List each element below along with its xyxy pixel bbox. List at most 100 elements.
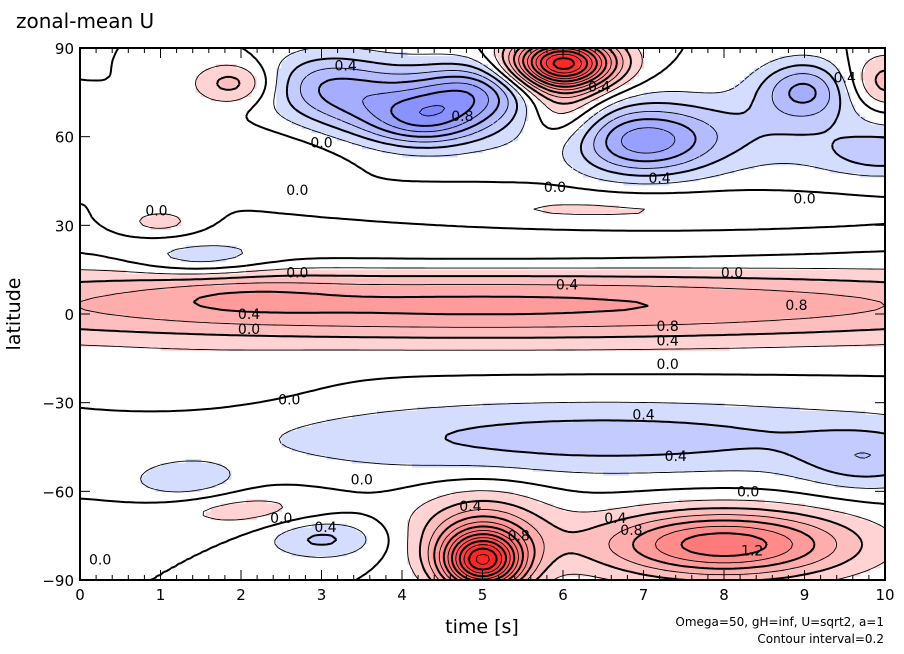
contour-fill-cell xyxy=(281,297,287,303)
contour-fill-cell xyxy=(437,84,443,89)
contour-fill-cell xyxy=(718,289,725,295)
contour-fill-cell xyxy=(442,281,448,287)
contour-fill-cell xyxy=(608,269,614,275)
contour-fill-cell xyxy=(839,120,846,126)
contour-fill-cell xyxy=(462,128,469,134)
contour-fill-cell xyxy=(542,301,549,307)
contour-fill-cell xyxy=(291,52,297,57)
contour-fill-cell xyxy=(869,301,876,307)
contour-fill-cell xyxy=(573,132,579,138)
contour-fill-cell xyxy=(804,269,811,275)
contour-fill-cell xyxy=(386,108,393,114)
contour-fill-cell xyxy=(613,112,619,118)
contour-fill-cell xyxy=(633,60,640,65)
contour-fill-cell xyxy=(301,269,308,275)
contour-fill-cell xyxy=(653,269,660,275)
contour-fill-cell xyxy=(85,305,91,311)
contour-fill-cell xyxy=(749,84,755,89)
contour-fill-cell xyxy=(819,273,826,279)
contour-fill-cell xyxy=(718,92,725,97)
contour-fill-cell xyxy=(331,120,338,126)
contour-fill-cell xyxy=(804,104,811,110)
contour-fill-cell xyxy=(457,285,463,291)
contour-fill-cell xyxy=(487,314,494,319)
contour-fill-cell xyxy=(407,104,413,110)
contour-fill-cell xyxy=(844,104,851,110)
contour-fill-cell xyxy=(588,277,594,283)
contour-fill-cell xyxy=(573,297,579,303)
contour-fill-cell xyxy=(472,116,479,122)
contour-fill-cell xyxy=(537,76,544,81)
contour-fill-cell xyxy=(578,168,584,174)
contour-fill-cell xyxy=(497,297,504,303)
contour-fill-cell xyxy=(809,100,816,106)
contour-fill-cell xyxy=(230,309,237,315)
contour-fill-cell xyxy=(336,297,343,303)
contour-fill-cell xyxy=(412,88,418,93)
contour-fill-cell xyxy=(542,305,549,311)
contour-fill-cell xyxy=(547,289,554,295)
contour-fill-cell xyxy=(628,269,635,275)
contour-fill-cell xyxy=(834,148,841,154)
contour-fill-cell xyxy=(296,108,302,114)
contour-fill-cell xyxy=(799,285,806,291)
contour-fill-cell xyxy=(316,48,323,53)
contour-fill-cell xyxy=(633,289,640,295)
contour-fill-cell xyxy=(779,136,785,142)
contour-fill-cell xyxy=(210,281,217,287)
contour-fill-cell xyxy=(794,68,801,73)
contour-fill-cell xyxy=(351,136,358,142)
contour-fill-cell xyxy=(386,88,393,93)
contour-fill-cell xyxy=(351,104,358,110)
contour-fill-cell xyxy=(90,277,96,283)
contour-fill-cell xyxy=(542,309,549,315)
contour-fill-cell xyxy=(588,205,594,210)
contour-fill-cell xyxy=(809,152,816,158)
contour-fill-cell xyxy=(507,277,514,283)
contour-fill-cell xyxy=(718,309,725,315)
contour-fill-cell xyxy=(276,88,282,93)
contour-fill-cell xyxy=(241,88,247,93)
contour-fill-cell xyxy=(578,128,584,134)
contour-fill-cell xyxy=(849,301,856,307)
contour-fill-cell xyxy=(698,293,705,299)
contour-fill-cell xyxy=(386,60,393,65)
contour-fill-cell xyxy=(281,84,287,89)
contour-fill-cell xyxy=(356,64,363,69)
contour-fill-cell xyxy=(718,136,725,142)
contour-fill-cell xyxy=(417,124,423,130)
contour-fill-cell xyxy=(507,108,514,114)
contour-fill-cell xyxy=(759,314,765,319)
contour-fill-cell xyxy=(563,209,569,214)
contour-fill-cell xyxy=(799,108,806,114)
contour-fill-cell xyxy=(824,318,831,323)
contour-fill-cell xyxy=(552,104,559,110)
contour-fill-cell xyxy=(326,76,333,81)
contour-fill-cell xyxy=(301,52,308,57)
contour-fill-cell xyxy=(442,297,448,303)
contour-fill-cell xyxy=(618,48,624,53)
contour-fill-cell xyxy=(326,88,333,93)
contour-fill-cell xyxy=(361,48,368,53)
contour-fill-cell xyxy=(517,60,524,65)
contour-fill-cell xyxy=(341,72,348,77)
contour-fill-cell xyxy=(512,72,519,77)
contour-fill-cell xyxy=(819,160,826,166)
contour-fill-cell xyxy=(190,253,197,259)
contour-fill-cell xyxy=(724,120,730,126)
contour-fill-cell xyxy=(794,148,801,154)
contour-fill-cell xyxy=(729,309,735,315)
contour-fill-cell xyxy=(487,108,494,114)
contour-fill-cell xyxy=(814,140,821,146)
contour-fill-cell xyxy=(839,92,846,97)
contour-fill-cell xyxy=(874,289,881,295)
contour-fill-cell xyxy=(718,116,725,122)
contour-fill-cell xyxy=(467,144,474,150)
contour-fill-cell xyxy=(467,314,474,319)
contour-fill-cell xyxy=(618,100,624,106)
contour-fill-cell xyxy=(437,112,443,118)
contour-fill-cell xyxy=(507,100,514,106)
contour-fill-cell xyxy=(487,289,494,295)
contour-fill-cell xyxy=(809,116,816,122)
contour-fill-cell xyxy=(135,281,141,287)
